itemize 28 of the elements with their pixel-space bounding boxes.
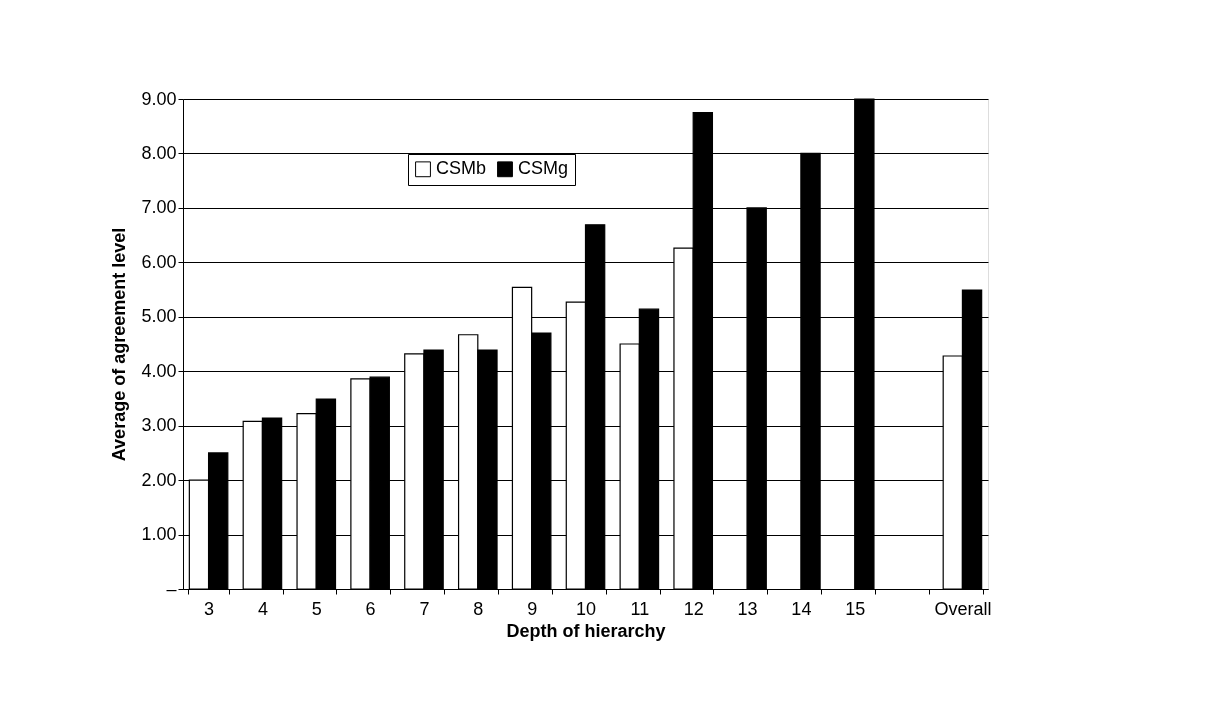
- x-tick-label: 3: [204, 598, 215, 619]
- y-tick-label: 2.00: [141, 469, 177, 490]
- x-tick-label: 8: [473, 598, 484, 619]
- x-tick-label: 11: [630, 598, 650, 619]
- y-tick-label: 4.00: [141, 360, 177, 381]
- y-tick-label: 5.00: [141, 306, 177, 327]
- y-tick-label: 9.00: [141, 88, 177, 109]
- x-tick-label: 6: [365, 598, 376, 619]
- legend-label: CSMb: [436, 158, 487, 179]
- x-tick-label: 14: [791, 598, 812, 619]
- legend-label: CSMg: [518, 158, 569, 179]
- x-tick-label: Overall: [934, 598, 992, 619]
- y-tick-label: 6.00: [141, 251, 177, 272]
- x-tick-label: 7: [419, 598, 430, 619]
- x-tick-label: 13: [737, 598, 758, 619]
- y-tick-label: 1.00: [141, 524, 177, 545]
- x-tick-label: 10: [575, 598, 597, 619]
- x-tick-label: 9: [527, 598, 538, 619]
- y-tick-label: 7.00: [141, 197, 177, 218]
- y-tick-label: –: [166, 578, 177, 599]
- y-tick-label: 8.00: [141, 142, 177, 163]
- y-tick-label: 3.00: [141, 415, 177, 436]
- x-tick-label: 12: [683, 598, 704, 619]
- x-axis-title: Depth of hierarchy: [506, 620, 666, 641]
- x-tick-label: 15: [845, 598, 866, 619]
- x-tick-label: 4: [257, 598, 268, 619]
- x-tick-label: 5: [311, 598, 322, 619]
- y-axis-title: Average of agreement level: [109, 227, 130, 462]
